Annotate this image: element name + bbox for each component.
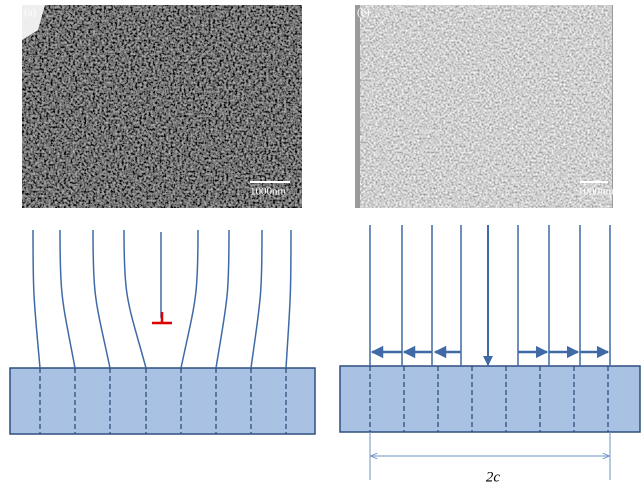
- block: [10, 368, 315, 434]
- lattice-line: [181, 230, 198, 368]
- micrograph-a: [22, 5, 302, 208]
- figure: (a) 1000nm (b) 1000nm 2c: [0, 0, 641, 493]
- scale-bar-label: 1000nm: [250, 186, 287, 198]
- diagram-b: [340, 225, 640, 480]
- micrograph-b: [355, 5, 613, 208]
- dimension-label: 2c: [486, 469, 501, 485]
- lattice-line: [93, 230, 110, 368]
- panel-label: (b): [357, 7, 370, 19]
- lattice-line: [33, 230, 40, 368]
- lattice-line: [124, 230, 146, 368]
- page: (a) 1000nm (b) 1000nm 2c (() => { const …: [0, 0, 641, 493]
- block: [340, 366, 640, 432]
- lattice-line: [286, 230, 291, 368]
- grain: [360, 5, 612, 208]
- panel-label: (a): [24, 7, 37, 19]
- lattice-line: [251, 230, 262, 368]
- lattice-line: [60, 230, 75, 368]
- grain: [22, 5, 302, 208]
- scale-bar-label: 1000nm: [578, 186, 615, 198]
- lattice-line: [216, 230, 229, 368]
- diagram-a: [10, 230, 315, 434]
